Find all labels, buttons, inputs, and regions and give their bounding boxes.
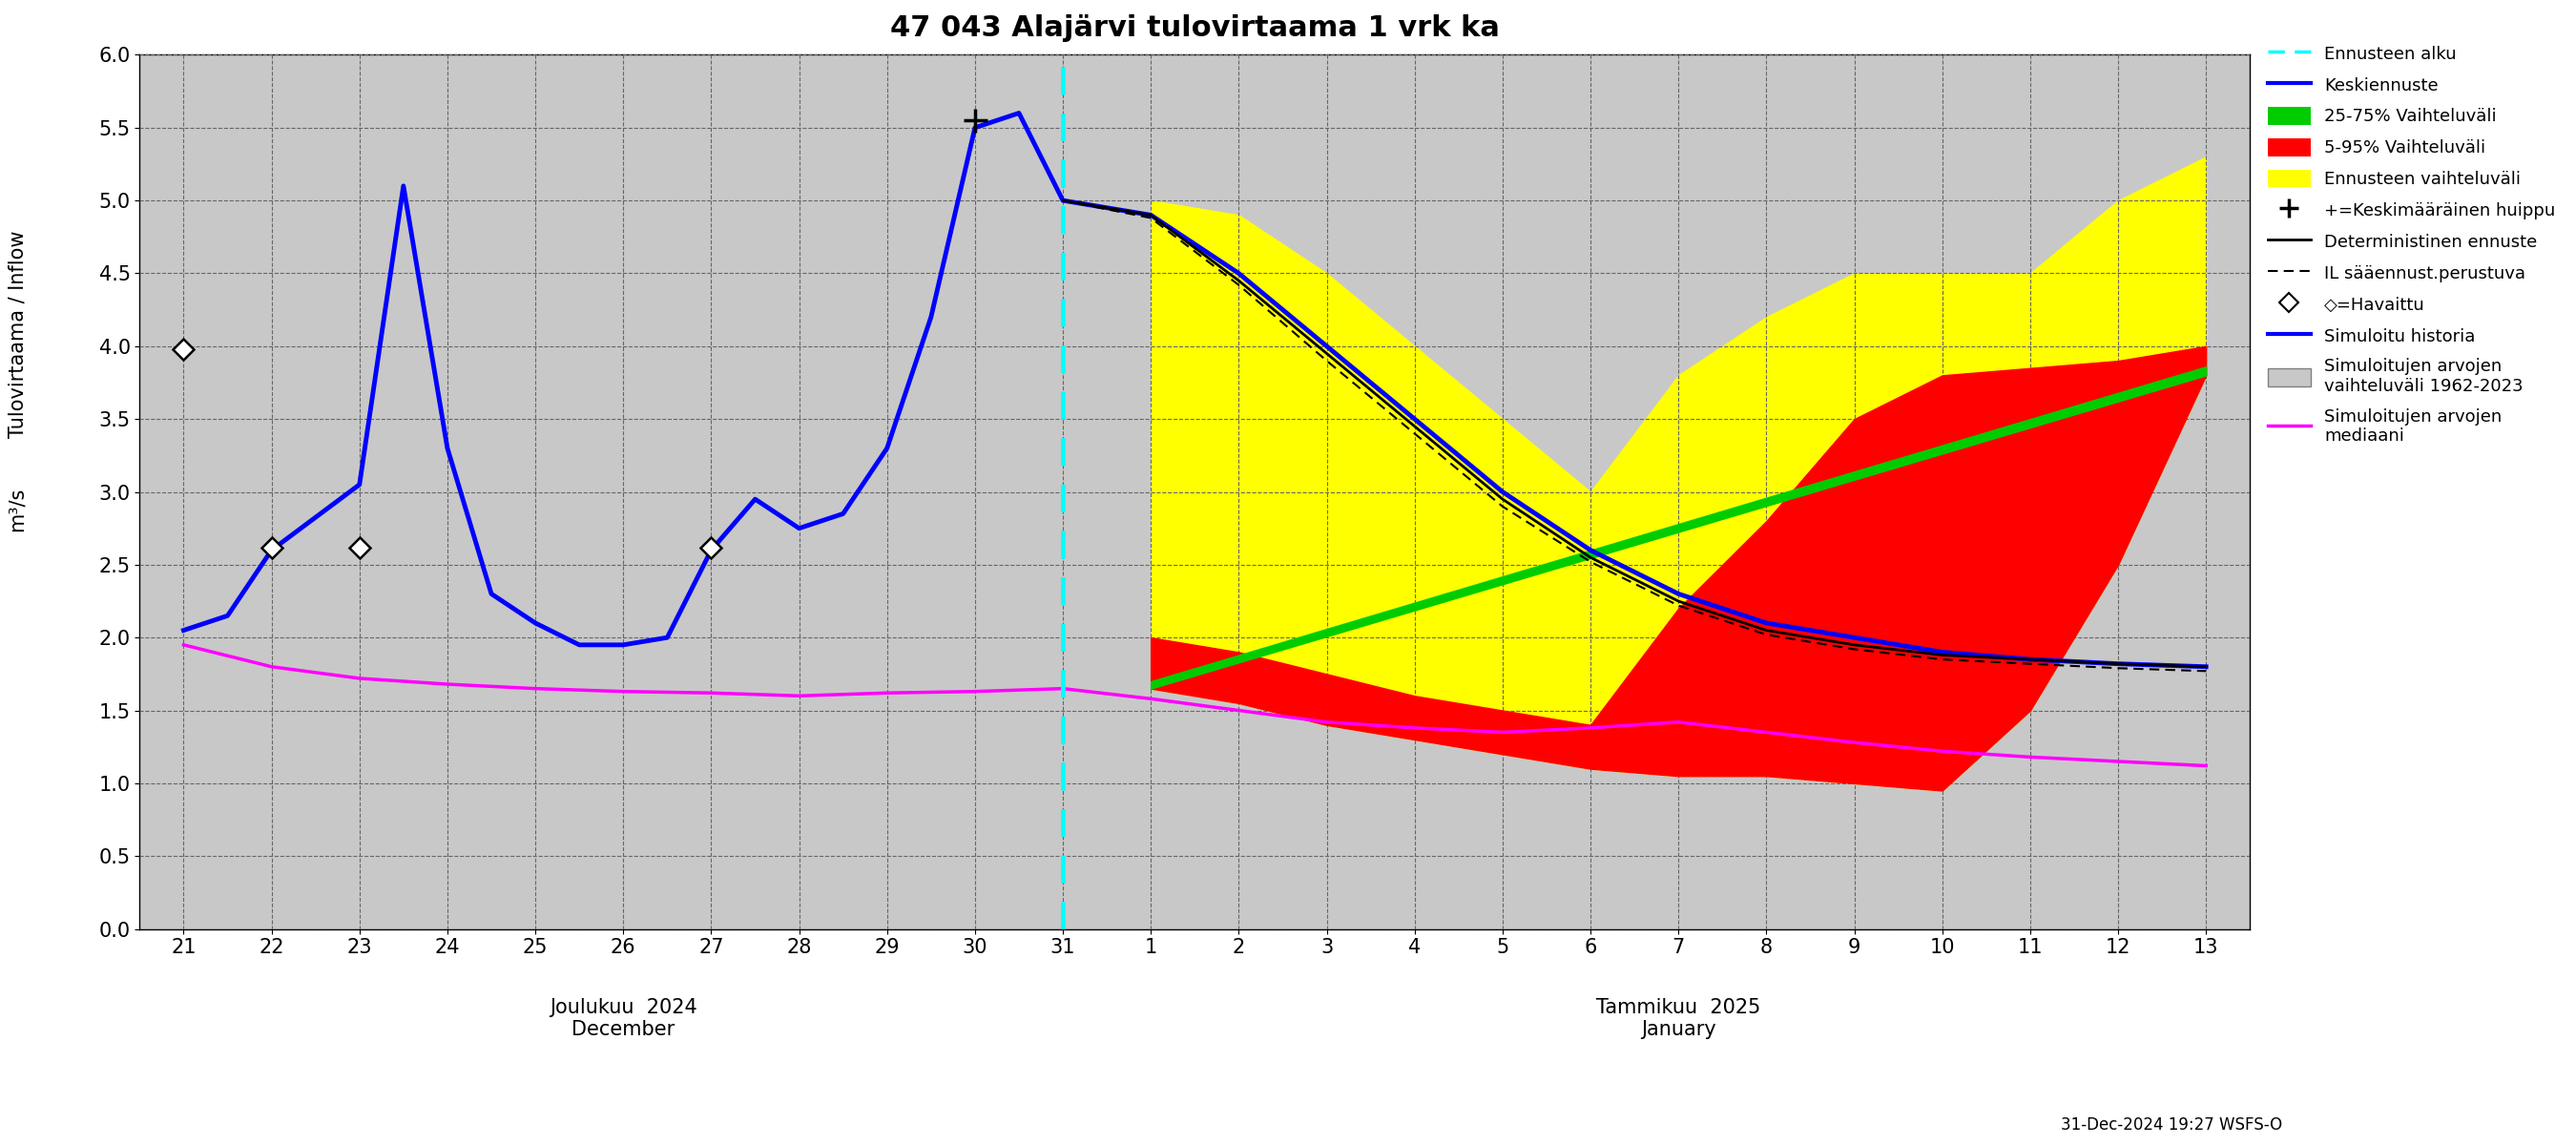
Text: Tammikuu  2025
January: Tammikuu 2025 January xyxy=(1597,997,1759,1040)
Text: 31-Dec-2024 19:27 WSFS-O: 31-Dec-2024 19:27 WSFS-O xyxy=(2061,1116,2282,1134)
Text: Tulovirtaama / Inflow: Tulovirtaama / Inflow xyxy=(8,231,26,439)
Legend: Ennusteen alku, Keskiennuste, 25-75% Vaihteluväli, 5-95% Vaihteluväli, Ennusteen: Ennusteen alku, Keskiennuste, 25-75% Vai… xyxy=(2262,38,2563,452)
Text: m³/s: m³/s xyxy=(8,488,26,531)
Title: 47 043 Alajärvi tulovirtaama 1 vrk ka: 47 043 Alajärvi tulovirtaama 1 vrk ka xyxy=(891,14,1499,42)
Text: Joulukuu  2024
December: Joulukuu 2024 December xyxy=(549,997,698,1040)
